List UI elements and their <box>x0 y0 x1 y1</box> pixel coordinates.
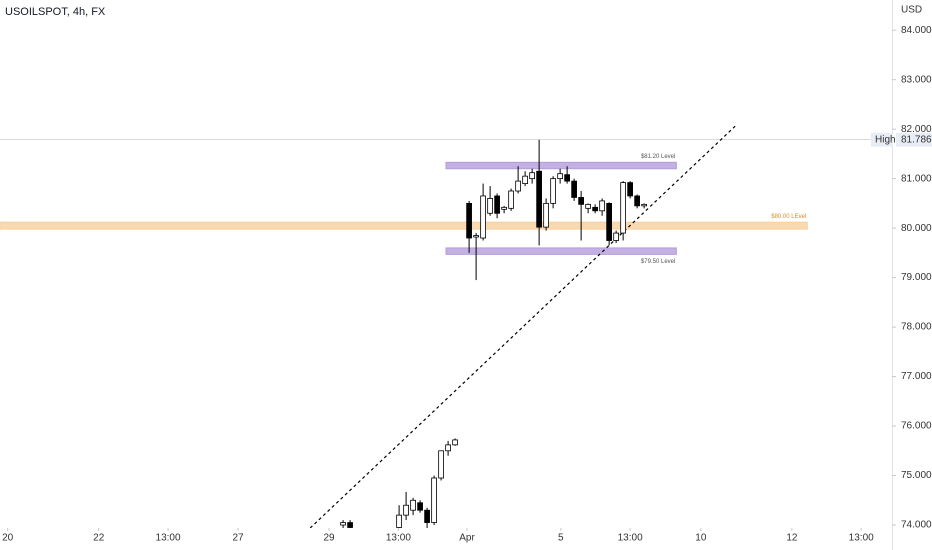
zone-label: $79.50 Level <box>641 259 675 265</box>
x-tick-label: 10 <box>695 533 707 544</box>
candle-body <box>424 509 430 523</box>
candle-body <box>431 477 437 523</box>
candle-body <box>396 514 402 528</box>
y-tick-label: 76.000 <box>901 421 932 432</box>
candle-body <box>487 198 493 214</box>
candle-body <box>578 197 584 205</box>
plot-area: $81.20 Level $80.00 LEvel $79.50 Level <box>0 125 892 528</box>
x-tick-label: 5 <box>558 533 564 544</box>
y-tick-label: 78.000 <box>901 322 932 333</box>
y-tick-label: 83.000 <box>901 74 932 85</box>
candle-body <box>501 206 507 210</box>
x-tick-label: Apr <box>459 533 475 544</box>
x-tick-label: 13:00 <box>386 533 411 544</box>
x-tick-label: 12 <box>786 533 798 544</box>
high-label: High <box>875 134 896 145</box>
candle-body <box>599 200 605 212</box>
x-tick-label: 13:00 <box>849 533 874 544</box>
candle-body <box>543 202 549 228</box>
candle-body <box>564 174 570 182</box>
candle-body <box>522 175 528 184</box>
candle-body <box>445 444 451 452</box>
candle-body <box>627 182 633 197</box>
y-axis-label: USD <box>901 5 922 16</box>
y-tick-label: 79.000 <box>901 272 932 283</box>
y-tick-label: 77.000 <box>901 371 932 382</box>
candle-body <box>347 522 353 528</box>
candle-body <box>634 195 640 207</box>
zone <box>0 221 808 230</box>
y-tick-label: 82.000 <box>901 124 932 135</box>
candle-body <box>340 522 346 526</box>
y-tick-label: 75.000 <box>901 470 932 481</box>
high-price-box <box>896 132 932 147</box>
candle-body <box>466 202 472 239</box>
candle-body <box>620 182 626 234</box>
candle-body <box>550 178 556 204</box>
candle-body <box>571 180 577 198</box>
zone-label: $81.20 Level <box>641 154 675 160</box>
candle-body <box>452 439 458 446</box>
zone <box>445 247 677 255</box>
zone-label: $80.00 LEvel <box>771 214 806 220</box>
candle-body <box>641 203 647 207</box>
x-tick-label: 22 <box>93 533 105 544</box>
candle-body <box>473 235 479 238</box>
candle-body <box>585 203 591 209</box>
candle-body <box>508 190 514 209</box>
candle-body <box>410 499 416 511</box>
candle-body <box>606 202 612 241</box>
y-tick-label: 84.000 <box>901 25 932 36</box>
y-tick-label: 80.000 <box>901 223 932 234</box>
x-tick-label: 13:00 <box>618 533 643 544</box>
x-tick-label: 20 <box>2 533 14 544</box>
y-tick-label: 81.000 <box>901 173 932 184</box>
candle-body <box>613 232 619 241</box>
candle-body <box>515 180 521 192</box>
x-tick-label: 29 <box>324 533 336 544</box>
zone <box>445 161 677 170</box>
high-price: 81.786 <box>901 134 932 145</box>
candle-body <box>417 502 423 511</box>
candle-body <box>438 450 444 479</box>
y-tick-label: 74.000 <box>901 520 932 531</box>
x-tick-label: 13:00 <box>156 533 181 544</box>
candle-body <box>557 173 563 180</box>
x-tick-label: 27 <box>232 533 244 544</box>
candle-body <box>529 172 535 180</box>
high-label-box <box>871 132 893 147</box>
candle-body <box>403 504 409 516</box>
chart-title: USOILSPOT, 4h, FX <box>5 6 106 18</box>
candle-body <box>494 195 500 214</box>
candle-body <box>536 170 542 228</box>
candle-body <box>592 206 598 212</box>
candle-body <box>480 195 486 239</box>
trendline <box>309 125 736 528</box>
